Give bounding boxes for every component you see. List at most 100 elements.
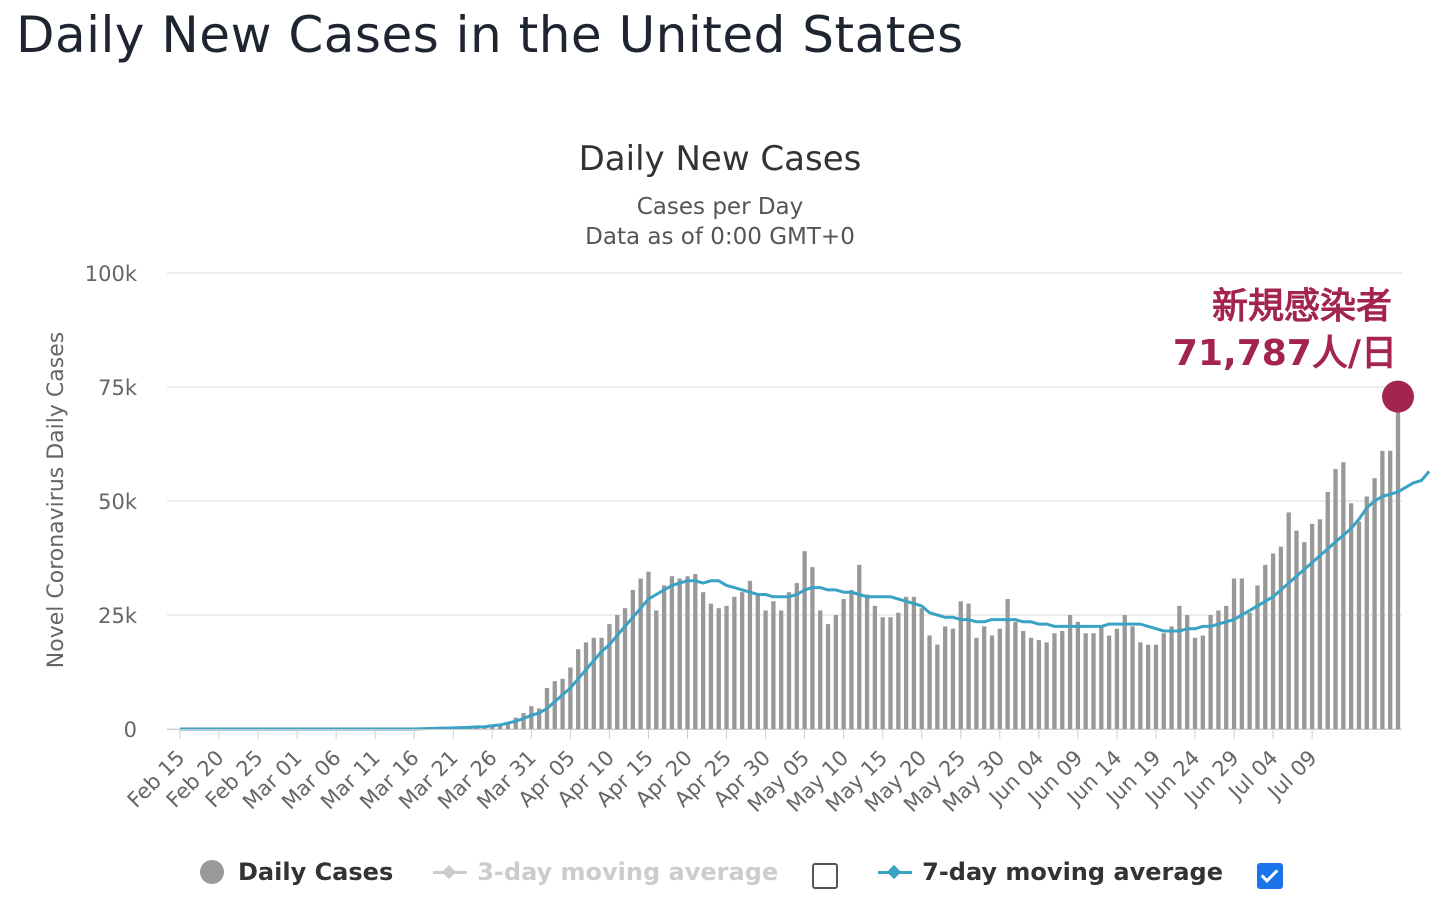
legend-symbol-3-day-average: [433, 862, 468, 882]
bar: [646, 571, 651, 729]
bar: [607, 624, 612, 729]
bar: [740, 592, 745, 729]
bar: [1106, 635, 1112, 729]
legend-label-3-day-average: 3-day moving average: [477, 858, 779, 886]
bar: [1146, 644, 1151, 729]
bar: [911, 596, 917, 729]
bar: [1138, 642, 1143, 729]
bar: [1083, 633, 1088, 729]
bar: [661, 585, 667, 729]
legend-item-3-day-average[interactable]: 3-day moving average: [433, 858, 778, 886]
legend-symbol-daily-cases: [200, 860, 224, 884]
bar: [638, 578, 643, 729]
bar: [1388, 450, 1393, 729]
bar-series-daily-cases: [373, 401, 1401, 729]
bar: [1099, 626, 1104, 729]
bar: [779, 610, 784, 729]
bar: [1114, 628, 1120, 729]
bar: [794, 583, 799, 729]
bar: [622, 608, 628, 729]
bar: [576, 649, 581, 729]
chart-subtitle-line-2: Data as of 0:00 GMT+0: [585, 224, 855, 250]
bar: [1013, 621, 1018, 729]
bar: [888, 617, 893, 729]
bar: [950, 628, 956, 729]
bar: [677, 578, 682, 729]
bar: [552, 681, 557, 729]
bar: [591, 637, 596, 729]
bar: [1208, 615, 1213, 729]
y-tick-label: 100k: [85, 262, 138, 286]
checkbox-7-day-average[interactable]: [1257, 863, 1284, 889]
checkbox-3-day-average[interactable]: [812, 863, 839, 889]
legend-label-daily-cases: Daily Cases: [238, 858, 394, 886]
page-title: Daily New Cases in the United States: [16, 6, 964, 64]
bar: [1309, 523, 1315, 729]
bar: [974, 637, 979, 729]
chart-legend: Daily Cases 3-day moving average 7-day m…: [200, 852, 1323, 892]
bar: [1294, 530, 1299, 729]
bar: [1153, 644, 1159, 729]
bar: [872, 605, 878, 729]
bar: [1075, 621, 1081, 729]
bar: [1333, 469, 1338, 729]
bar: [1052, 633, 1057, 729]
bar: [747, 580, 753, 729]
y-tick-label: 0: [124, 718, 137, 742]
bar: [724, 605, 729, 729]
bar: [880, 617, 885, 729]
bar: [755, 594, 760, 729]
bar: [1200, 635, 1205, 729]
bar: [825, 624, 831, 729]
bar: [1349, 503, 1354, 729]
bar: [521, 713, 526, 729]
legend-item-7-day-average[interactable]: 7-day moving average: [878, 858, 1223, 886]
bar: [1270, 553, 1276, 729]
bar: [708, 603, 714, 729]
bar: [1263, 564, 1268, 729]
bar: [513, 717, 518, 729]
bar: [896, 612, 901, 729]
annotation-label-line-1: 新規感染者: [1212, 286, 1392, 327]
bar: [919, 608, 924, 729]
bar: [669, 576, 675, 729]
bar: [1192, 637, 1198, 729]
peak-annotation: 新規感染者 71,787人/日: [1173, 286, 1414, 413]
bar: [568, 667, 573, 729]
legend-item-daily-cases[interactable]: Daily Cases: [200, 858, 393, 886]
bar: [1060, 630, 1065, 729]
bar: [966, 603, 971, 729]
bar: [1216, 610, 1221, 729]
chart-title: Daily New Cases: [579, 139, 862, 179]
legend-symbol-7-day-average: [878, 862, 913, 882]
bar: [903, 596, 909, 729]
x-ticks: [167, 729, 1402, 739]
bar: [1255, 585, 1260, 729]
bar: [989, 635, 995, 729]
bar: [786, 592, 792, 729]
bar: [1364, 496, 1369, 729]
bar: [1278, 546, 1284, 729]
bar: [716, 608, 721, 729]
bar: [1091, 633, 1096, 729]
bar: [1317, 519, 1323, 729]
bar: [943, 626, 948, 729]
bar: [1286, 512, 1291, 729]
bar: [1130, 626, 1135, 729]
bar: [1005, 599, 1010, 729]
y-tick-label: 50k: [98, 490, 138, 514]
bar: [1028, 637, 1034, 729]
bar: [810, 567, 815, 729]
bar: [1021, 630, 1026, 729]
bar: [1185, 615, 1190, 729]
bar: [1325, 491, 1330, 729]
bar: [1122, 615, 1127, 729]
bar: [1302, 542, 1307, 729]
bar: [763, 610, 768, 729]
bar: [1380, 450, 1385, 729]
bar: [654, 610, 659, 729]
bar: [630, 589, 635, 729]
bar: [1161, 633, 1166, 729]
bar: [1224, 605, 1229, 729]
